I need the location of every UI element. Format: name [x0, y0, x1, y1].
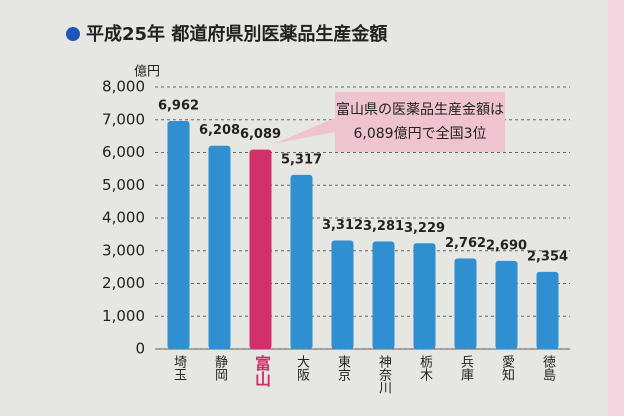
- value-label: 2,354: [527, 249, 568, 264]
- annotation: 富山県の医薬品生産金額は: [336, 101, 504, 118]
- value-label: 5,317: [281, 152, 322, 167]
- y-tick-label: 4,000: [102, 209, 145, 227]
- bar: [290, 174, 313, 349]
- x-tick-label: 東京: [335, 354, 351, 381]
- x-tick-label: 栃木: [417, 355, 433, 381]
- side-strip: [608, 0, 624, 416]
- value-label: 3,229: [404, 221, 445, 236]
- x-tick-label: 兵庫: [458, 355, 474, 381]
- value-label: 2,762: [445, 236, 486, 251]
- value-label: 3,312: [322, 218, 363, 233]
- bar: [495, 260, 518, 349]
- callout-box: [274, 92, 505, 152]
- x-tick-label: 富山: [252, 354, 271, 387]
- value-label: 6,089: [240, 127, 281, 142]
- y-tick-label: 5,000: [102, 176, 145, 194]
- value-label: 6,962: [158, 98, 199, 113]
- bar: [331, 240, 354, 349]
- x-tick-label: 愛知: [499, 355, 515, 381]
- annotation: 6,089億円で全国3位: [354, 125, 487, 142]
- x-tick-label: 静岡: [212, 355, 228, 381]
- title-bullet: [66, 27, 80, 41]
- x-tick-label: 大阪: [294, 355, 310, 382]
- bar: [372, 241, 395, 349]
- y-tick-label: 7,000: [102, 110, 145, 128]
- y-tick-label: 0: [135, 340, 145, 358]
- bar: [454, 258, 477, 349]
- bar: [167, 120, 190, 349]
- x-tick-label: 徳島: [540, 355, 556, 381]
- chart-title: 平成25年 都道府県別医薬品生産金額: [86, 23, 387, 45]
- y-unit: 億円: [134, 64, 160, 80]
- y-tick-label: 2,000: [102, 274, 145, 292]
- value-label: 3,281: [363, 219, 404, 234]
- y-tick-label: 1,000: [102, 307, 145, 325]
- bar: [413, 243, 436, 349]
- bar: [208, 145, 231, 349]
- bar: [536, 271, 559, 349]
- y-tick-label: 3,000: [102, 241, 145, 259]
- x-tick-label: 神奈川: [376, 355, 392, 394]
- y-tick-label: 8,000: [102, 78, 145, 96]
- y-tick-label: 6,000: [102, 143, 145, 161]
- value-label: 6,208: [199, 123, 240, 138]
- value-label: 2,690: [486, 238, 527, 253]
- x-tick-label: 埼玉: [171, 355, 187, 381]
- bar: [249, 149, 272, 349]
